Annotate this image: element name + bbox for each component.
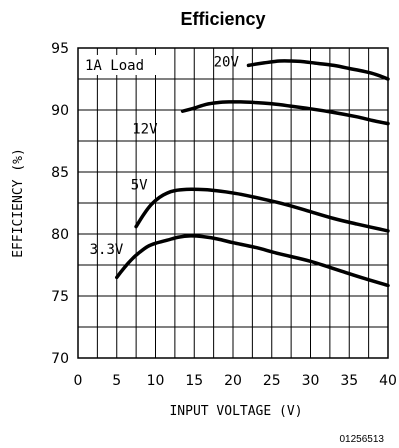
series-line-12v [180, 100, 390, 126]
series-label-5v: 5V [131, 177, 148, 193]
plot-frame [77, 47, 389, 359]
series-label-3-3v: 3.3V [90, 242, 124, 258]
series-line-20v [246, 59, 390, 81]
x-tick-label: 30 [302, 373, 320, 389]
x-tick-label: 15 [185, 373, 203, 389]
x-tick-label: 40 [379, 373, 397, 389]
x-tick-labels: 0 5 10 15 20 25 30 35 40 [74, 373, 397, 389]
x-tick-label: 5 [112, 373, 121, 389]
plot-grid [78, 48, 388, 358]
annotation-background [82, 55, 156, 75]
y-tick-labels: 70 75 80 85 90 95 [51, 41, 69, 367]
series-label-20v: 20V [214, 55, 240, 71]
y-tick-label: 80 [51, 227, 69, 243]
figure-id: 01256513 [340, 434, 385, 445]
x-axis-label: INPUT VOLTAGE (V) [169, 404, 302, 419]
series-label-12v: 12V [132, 122, 158, 138]
x-tick-label: 25 [263, 373, 281, 389]
y-tick-label: 95 [51, 41, 69, 57]
x-tick-label: 20 [224, 373, 242, 389]
series-curves [115, 59, 390, 288]
series-line-3-3v [115, 234, 390, 288]
x-tick-label: 10 [147, 373, 165, 389]
y-tick-label: 90 [51, 103, 69, 119]
y-tick-label: 85 [51, 165, 69, 181]
y-axis-label: EFFICIENCY (%) [11, 148, 26, 258]
load-annotation: 1A Load [85, 58, 144, 74]
y-tick-label: 70 [51, 351, 69, 367]
x-tick-label: 0 [74, 373, 83, 389]
series-line-5v [134, 187, 390, 233]
y-tick-label: 75 [51, 289, 69, 305]
series-labels: 20V 12V 5V 3.3V [90, 55, 240, 258]
x-tick-label: 35 [340, 373, 358, 389]
chart-title: Efficiency [180, 9, 265, 29]
